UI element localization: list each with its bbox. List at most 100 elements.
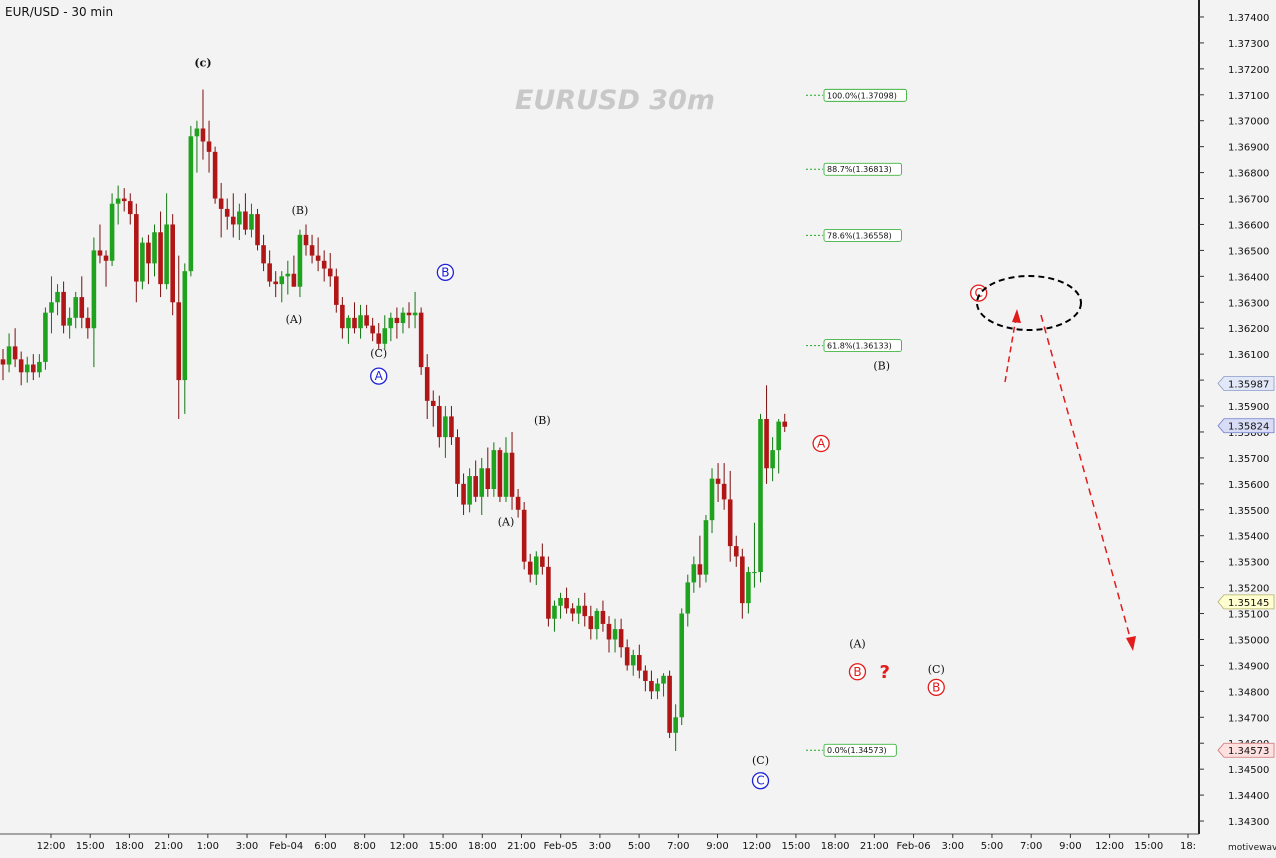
- wave-label-text: ?: [879, 662, 889, 683]
- candle: [55, 284, 60, 316]
- wave-label: (A): [849, 637, 866, 650]
- watermark: EURUSD 30m: [515, 85, 715, 116]
- fib-level: 78.6%(1.36558): [806, 228, 902, 242]
- x-tick-label: 8:00: [353, 841, 375, 852]
- fib-label-box: [823, 228, 902, 242]
- candle: [91, 237, 97, 368]
- candle-body: [467, 476, 472, 505]
- candle-body: [109, 203, 115, 261]
- candle: [770, 437, 775, 482]
- candle: [776, 419, 781, 474]
- wave-label: (A): [498, 515, 515, 528]
- candle: [79, 276, 85, 329]
- candle-body: [230, 216, 236, 225]
- candle: [643, 665, 648, 692]
- candle-body: [612, 629, 618, 640]
- candle-body: [473, 476, 478, 497]
- candle-body: [455, 437, 460, 484]
- candle-body: [340, 304, 345, 329]
- candle-body: [24, 364, 30, 373]
- candle-body: [637, 655, 642, 671]
- candle: [85, 307, 91, 339]
- y-tick-label: 1.37000: [1228, 117, 1269, 128]
- candle-body: [309, 245, 315, 256]
- candle-body: [443, 416, 448, 438]
- x-tick-label: Feb-06: [897, 841, 931, 852]
- y-axis: 1.343001.344001.345001.346001.347001.348…: [1198, 0, 1276, 834]
- wave-label-text: (A): [849, 637, 866, 650]
- candle: [297, 229, 303, 298]
- wave-label-circle: [812, 434, 830, 453]
- candle-body: [188, 136, 194, 272]
- x-tick-label: 9:00: [1059, 841, 1081, 852]
- wave-label-circle: [370, 367, 388, 385]
- candle: [449, 406, 454, 445]
- wave-label-circle: [751, 772, 770, 790]
- y-tick-label: 1.35100: [1228, 610, 1269, 621]
- x-tick-label: 5:00: [981, 841, 1003, 852]
- y-tick-label: 1.36500: [1228, 246, 1269, 257]
- candle: [582, 592, 588, 627]
- candle-body: [200, 128, 206, 142]
- candle: [570, 603, 575, 622]
- wave-label-circle: [970, 284, 988, 302]
- wave-label-text: A: [375, 369, 384, 383]
- candle: [600, 600, 606, 632]
- x-tick-label: 1:00: [197, 841, 219, 852]
- price-tag-shape: [1217, 742, 1275, 758]
- fib-label-box: [823, 743, 897, 757]
- candle-body: [382, 328, 388, 344]
- candle: [170, 214, 175, 316]
- title-box: [0, 0, 124, 22]
- projection-arrowhead-down: [1126, 636, 1136, 651]
- candle: [497, 447, 503, 502]
- candle: [509, 431, 515, 510]
- candle: [515, 489, 521, 518]
- target-ellipse: [976, 275, 1082, 331]
- candle-body: [558, 597, 563, 606]
- candle: [630, 649, 636, 676]
- candle: [212, 146, 218, 204]
- candle-body: [97, 250, 103, 256]
- x-tick-label: 21:00: [507, 841, 536, 852]
- wave-labels: (c) (B) (A) (C) A B (B) (A) (C) C A (B) (A) B? (C) B C: [194, 56, 988, 790]
- candle: [521, 502, 527, 570]
- candle: [376, 323, 382, 349]
- x-tick-label: Feb-04: [269, 841, 303, 852]
- plot-background: [0, 0, 1198, 834]
- candle-body: [115, 198, 121, 204]
- candle-body: [521, 509, 527, 562]
- candle: [527, 553, 533, 583]
- candle: [418, 307, 424, 375]
- candle: [685, 574, 691, 627]
- candle: [176, 255, 182, 419]
- chart-title: EUR/USD - 30 min: [5, 5, 113, 19]
- candle: [109, 193, 115, 266]
- candle: [461, 473, 466, 515]
- candle: [37, 354, 42, 378]
- candle-body: [449, 416, 454, 438]
- x-tick-label: 12:00: [389, 841, 418, 852]
- wave-label: C: [751, 772, 770, 790]
- fibonacci-levels: 100.0%(1.37098) 88.7%(1.36813) 78.6%(1.365…: [806, 88, 907, 757]
- candle-body: [485, 468, 491, 490]
- candle: [394, 307, 400, 339]
- candle-body: [424, 367, 430, 401]
- candle: [194, 120, 200, 173]
- candles: [0, 89, 788, 751]
- candle: [491, 442, 497, 497]
- candle: [97, 224, 103, 264]
- candle-body: [206, 141, 212, 152]
- candle-body: [255, 214, 260, 246]
- projection-arrow-down: [1040, 314, 1132, 642]
- candle-body: [61, 291, 66, 326]
- candle: [533, 551, 539, 585]
- candle-body: [776, 421, 781, 451]
- candle: [146, 234, 151, 285]
- candle-body: [479, 468, 485, 497]
- candle-body: [273, 281, 278, 285]
- candle-body: [503, 452, 509, 497]
- y-tick-label: 1.36400: [1228, 272, 1269, 283]
- candle-body: [194, 128, 200, 137]
